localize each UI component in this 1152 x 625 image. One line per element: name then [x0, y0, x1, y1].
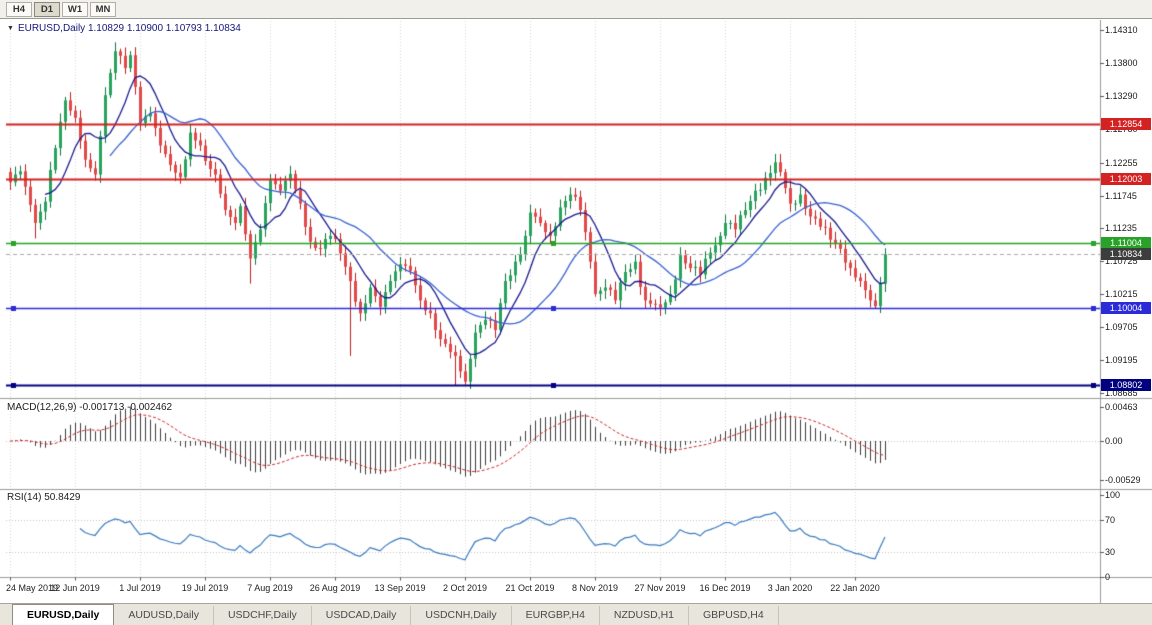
- symbol-tab-usdcnh-daily[interactable]: USDCNH,Daily: [411, 606, 512, 625]
- date-axis-label: 16 Dec 2019: [699, 583, 751, 593]
- rsi-axis-label: 0: [1105, 572, 1111, 582]
- rsi-axis-label: 30: [1105, 547, 1116, 557]
- price-axis-label: 1.12255: [1105, 158, 1138, 168]
- timeframe-toolbar: H4 D1 W1 MN: [0, 0, 1152, 19]
- price-axis-label: 1.09705: [1105, 322, 1138, 332]
- price-axis-label: 1.13290: [1105, 91, 1138, 101]
- price-axis-label: 1.10215: [1105, 289, 1138, 299]
- rsi-axis-label: 100: [1105, 490, 1121, 500]
- symbol-tab-usdchf-daily[interactable]: USDCHF,Daily: [214, 606, 312, 625]
- macd-axis-label: 0.00463: [1105, 402, 1138, 412]
- macd-axis-label: -0.00529: [1105, 475, 1141, 485]
- timeframe-button-mn[interactable]: MN: [90, 1, 116, 17]
- timeframe-button-d1[interactable]: D1: [34, 1, 60, 17]
- symbol-tab-eurgbp-h4[interactable]: EURGBP,H4: [512, 606, 600, 625]
- rsi-axis-label: 70: [1105, 515, 1116, 525]
- symbol-tab-eurusd-daily[interactable]: EURUSD,Daily: [12, 604, 115, 625]
- symbol-ohlc-text: EURUSD,Daily 1.10829 1.10900 1.10793 1.1…: [17, 23, 241, 34]
- chart-area: ▼ EURUSD,Daily 1.10829 1.10900 1.10793 1…: [0, 20, 1152, 603]
- chevron-down-icon[interactable]: ▼: [7, 25, 14, 32]
- date-axis-label: 21 Oct 2019: [505, 583, 555, 593]
- date-axis-label: 2 Oct 2019: [442, 583, 488, 593]
- symbol-tab-nzdusd-h1[interactable]: NZDUSD,H1: [600, 606, 690, 625]
- price-axis-label: 1.11745: [1105, 191, 1137, 201]
- price-axis-label: 1.11235: [1105, 223, 1137, 233]
- symbol-tab-gbpusd-h4[interactable]: GBPUSD,H4: [689, 606, 779, 625]
- current-price-badge: 1.10834: [1101, 248, 1151, 260]
- price-chart-canvas[interactable]: [0, 20, 1152, 603]
- price-axis-label: 1.08685: [1105, 388, 1138, 398]
- date-axis-label: 7 Aug 2019: [247, 583, 293, 593]
- symbol-tab-usdcad-daily[interactable]: USDCAD,Daily: [312, 606, 412, 625]
- price-axis-label: 1.13800: [1105, 58, 1138, 68]
- date-axis-label: 12 Jun 2019: [50, 583, 100, 593]
- rsi-label: RSI(14) 50.8429: [7, 492, 81, 503]
- symbol-tabbar: EURUSD,Daily AUDUSD,Daily USDCHF,Daily USDC…: [0, 603, 1152, 625]
- symbol-ohlc-header: ▼ EURUSD,Daily 1.10829 1.10900 1.10793 1…: [7, 23, 241, 34]
- hline-price-badge: 1.11004: [1101, 237, 1151, 249]
- date-axis-label: 24 May 2019: [6, 583, 59, 593]
- date-axis-label: 27 Nov 2019: [634, 583, 686, 593]
- date-axis-label: 3 Jan 2020: [767, 583, 813, 593]
- symbol-tab-audusd-daily[interactable]: AUDUSD,Daily: [114, 606, 214, 625]
- date-axis-label: 1 Jul 2019: [119, 583, 161, 593]
- timeframe-button-w1[interactable]: W1: [62, 1, 88, 17]
- hline-price-badge: 1.08802: [1101, 379, 1151, 391]
- date-axis-label: 19 Jul 2019: [181, 583, 229, 593]
- macd-axis-label: 0.00: [1105, 436, 1123, 446]
- hline-price-badge: 1.12003: [1101, 173, 1151, 185]
- macd-label: MACD(12,26,9) -0.001713 -0.002462: [7, 402, 173, 413]
- hline-price-badge: 1.10004: [1101, 302, 1151, 314]
- hline-price-badge: 1.12854: [1101, 118, 1151, 130]
- date-axis-label: 8 Nov 2019: [571, 583, 619, 593]
- price-axis-label: 1.10725: [1105, 256, 1138, 266]
- price-axis-label: 1.09195: [1105, 355, 1138, 365]
- date-axis-label: 26 Aug 2019: [309, 583, 361, 593]
- price-axis-label: 1.14310: [1105, 25, 1138, 35]
- timeframe-button-h4[interactable]: H4: [6, 1, 32, 17]
- date-axis-label: 13 Sep 2019: [374, 583, 426, 593]
- date-axis-label: 22 Jan 2020: [830, 583, 880, 593]
